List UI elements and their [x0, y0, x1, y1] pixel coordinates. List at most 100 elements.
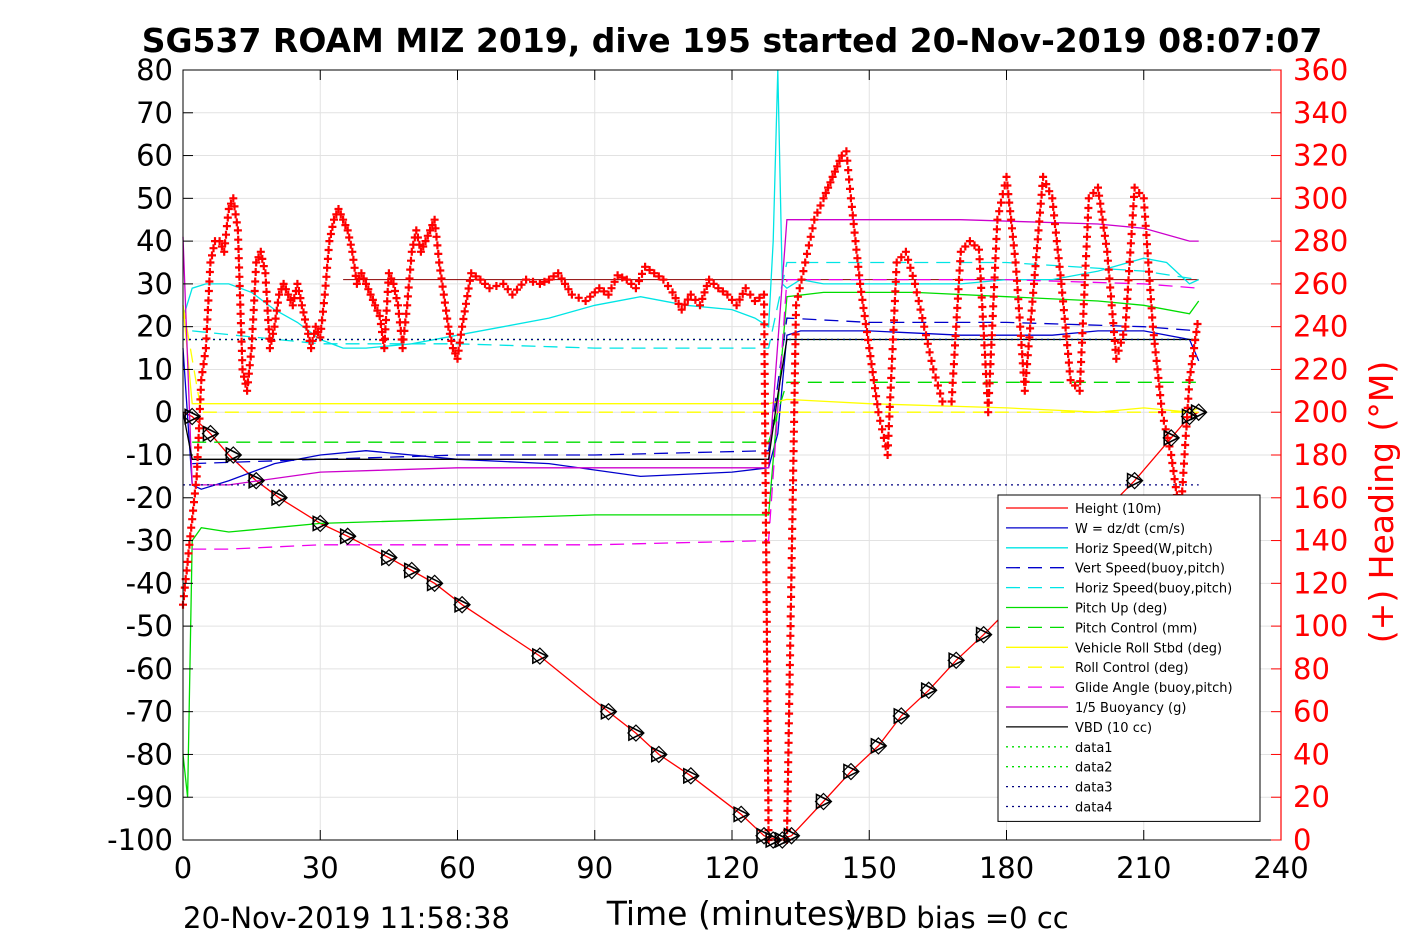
dive-marker-diamond: [782, 826, 801, 845]
heading-point: [787, 592, 796, 601]
heading-point: [244, 378, 252, 387]
heading-point: [1193, 320, 1202, 328]
y-tick-label: 40: [136, 224, 173, 258]
heading-point: [599, 287, 608, 296]
dive-marker-diamond: [892, 707, 911, 725]
heading-point: [373, 306, 382, 315]
heading-point: [888, 354, 897, 363]
heading-point: [860, 312, 869, 320]
heading-point: [764, 766, 772, 775]
heading-point: [901, 247, 910, 256]
heading-point: [762, 637, 771, 646]
heading-point: [787, 583, 796, 592]
heading-point: [437, 274, 446, 283]
heading-point: [447, 336, 456, 345]
heading-point: [206, 258, 215, 267]
heading-point: [186, 532, 195, 541]
heading-point: [760, 399, 769, 408]
heading-point: [761, 449, 770, 458]
heading-point: [762, 548, 771, 557]
heading-point: [1014, 295, 1023, 304]
dive-marker-diamond: [224, 446, 243, 464]
y-tick-label: -60: [126, 652, 173, 686]
dive-marker-diamond: [599, 702, 618, 721]
heading-point: [323, 254, 332, 263]
dive-marker-diamond: [842, 762, 860, 781]
heading-point: [251, 277, 260, 286]
heading-point: [763, 667, 772, 676]
heading-point: [1035, 217, 1044, 226]
heading-point: [873, 400, 882, 409]
heading-point: [1036, 208, 1044, 217]
heading-point: [760, 369, 769, 378]
heading-point: [183, 557, 192, 566]
heading-point: [455, 338, 464, 347]
heading-point: [1191, 336, 1200, 344]
heading-point: [686, 290, 695, 299]
heading-point: [1042, 180, 1051, 189]
heading-point: [224, 205, 233, 213]
heading-point: [949, 360, 958, 369]
heading-point: [1016, 322, 1025, 331]
heading-point: [376, 320, 385, 328]
heading-point: [383, 297, 392, 306]
heading-point: [830, 167, 839, 176]
heading-point: [787, 554, 796, 563]
dive-marker: [756, 827, 773, 845]
heading-point: [741, 284, 750, 293]
heading-point: [1059, 306, 1068, 315]
heading-point: [299, 308, 308, 317]
heading-point: [402, 309, 411, 318]
heading-point: [799, 267, 808, 276]
heading-point: [436, 266, 445, 275]
legend-label: Horiz Speed(W,pitch): [1075, 542, 1213, 557]
heading-point: [927, 356, 936, 365]
heading-point: [406, 265, 415, 274]
heading-point: [892, 258, 901, 267]
heading-point: [256, 247, 265, 256]
heading-point: [987, 331, 996, 340]
heading-point: [1026, 315, 1035, 324]
dive-marker: [271, 489, 288, 507]
heading-point: [265, 344, 274, 353]
heading-point: [1029, 288, 1038, 297]
heading-point: [1142, 231, 1151, 239]
heading-point: [922, 331, 930, 340]
heading-point: [735, 295, 744, 304]
heading-point: [790, 417, 799, 426]
heading-point: [438, 282, 447, 291]
heading-point: [352, 279, 361, 288]
heading-point: [1146, 286, 1155, 294]
heading-point: [645, 266, 654, 274]
heading-point: [979, 322, 988, 331]
heading-point: [1077, 348, 1086, 357]
dive-marker: [975, 626, 993, 643]
heading-point: [761, 439, 770, 448]
heading-point: [1054, 254, 1063, 263]
heading-point: [859, 304, 868, 312]
legend-label: Glide Angle (buoy,pitch): [1075, 681, 1233, 696]
heading-point: [382, 316, 390, 324]
dive-marker: [225, 446, 243, 464]
heading-point: [884, 441, 892, 450]
y-tick-label: 0: [155, 395, 173, 429]
series-line-1-5-buoyancy-g: [182, 219, 1199, 486]
legend-box: [997, 494, 1261, 822]
dive-marker-diamond: [974, 625, 993, 644]
heading-point: [1006, 207, 1015, 216]
y2-tick-label: 180: [1293, 438, 1348, 472]
heading-point: [764, 806, 773, 815]
heading-point: [383, 287, 392, 296]
heading-point: [1012, 267, 1021, 276]
heading-point: [230, 202, 239, 211]
dive-marker: [184, 408, 201, 425]
heading-point: [1097, 207, 1106, 216]
heading-point: [233, 226, 242, 235]
heading-point: [762, 558, 771, 567]
heading-point: [985, 389, 994, 397]
heading-point: [234, 235, 243, 244]
heading-point: [561, 279, 569, 288]
heading-point: [851, 237, 860, 246]
heading-point: [613, 271, 622, 280]
dive-marker-diamond: [183, 407, 201, 426]
